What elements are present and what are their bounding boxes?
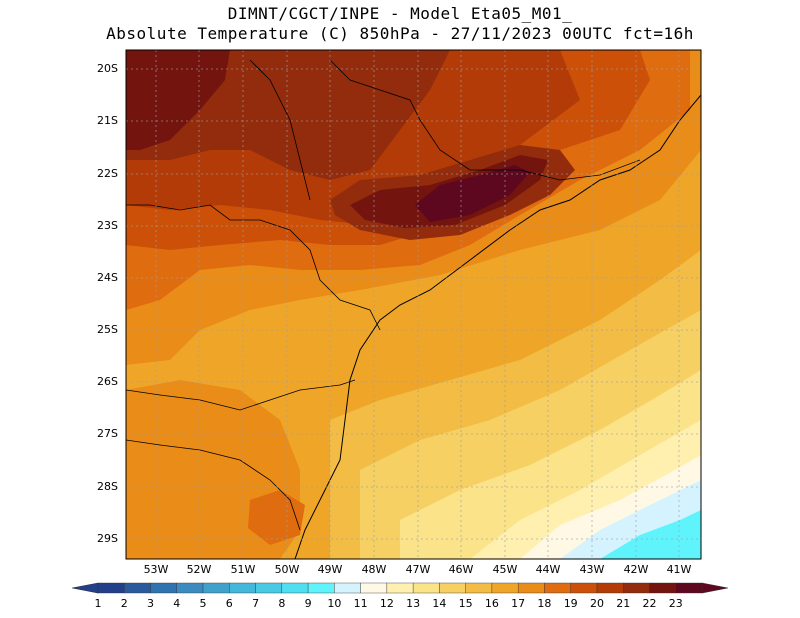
lat-label: 28S (97, 480, 118, 493)
lat-label: 26S (97, 375, 118, 388)
colorbar-swatch (386, 582, 414, 594)
colorbar-swatch (517, 582, 545, 594)
colorbar-swatch (360, 582, 388, 594)
lon-label: 47W (405, 563, 431, 576)
colorbar-swatch (229, 582, 256, 594)
colorbar-label: 7 (252, 597, 260, 610)
lon-label: 48W (361, 563, 387, 576)
colorbar-swatch (124, 582, 151, 594)
lon-label: 42W (623, 563, 649, 576)
colorbar-label: 10 (327, 597, 342, 610)
colorbar-label: 6 (225, 597, 233, 610)
lat-label: 25S (97, 323, 118, 336)
lon-label: 50W (274, 563, 300, 576)
colorbar-swatch (623, 582, 650, 594)
colorbar-swatch (412, 582, 440, 594)
colorbar-swatch (255, 582, 283, 594)
colorbar-label: 11 (353, 597, 368, 610)
colorbar-swatch (150, 582, 177, 594)
colorbar-label: 19 (563, 597, 578, 610)
colorbar (71, 582, 729, 594)
colorbar-label: 18 (537, 597, 552, 610)
colorbar-label: 4 (173, 597, 181, 610)
colorbar-label: 5 (199, 597, 207, 610)
lon-label: 51W (230, 563, 256, 576)
colorbar-label: 17 (511, 597, 526, 610)
colorbar-label: 14 (432, 597, 447, 610)
lat-label: 20S (97, 62, 118, 75)
colorbar-label: 23 (668, 597, 683, 610)
colorbar-swatch (97, 582, 125, 594)
colorbar-label: 12 (379, 597, 394, 610)
lat-label: 23S (97, 219, 118, 232)
colorbar-label: 2 (120, 597, 128, 610)
colorbar-swatch (596, 582, 624, 594)
colorbar-label: 20 (589, 597, 604, 610)
title-line-1: DIMNT/CGCT/INPE - Model Eta05_M01_ (227, 4, 573, 23)
temperature-field (126, 50, 701, 559)
colorbar-swatch (570, 582, 598, 594)
lat-label: 22S (97, 167, 118, 180)
colorbar-swatch (176, 582, 204, 594)
plot-frame (125, 49, 702, 560)
lon-label: 44W (535, 563, 561, 576)
colorbar-swatch (649, 582, 676, 594)
colorbar-swatch (281, 582, 309, 594)
colorbar-swatch (202, 582, 230, 594)
colorbar-label: 1 (94, 597, 102, 610)
colorbar-label: 22 (642, 597, 657, 610)
lat-label: 21S (97, 114, 118, 127)
lon-label: 41W (666, 563, 692, 576)
colorbar-swatch (334, 582, 361, 594)
colorbar-label: 3 (147, 597, 155, 610)
lon-label: 53W (143, 563, 169, 576)
colorbar-label: 13 (406, 597, 421, 610)
lon-label: 45W (492, 563, 518, 576)
colorbar-label: 16 (484, 597, 499, 610)
lon-label: 43W (579, 563, 605, 576)
colorbar-swatch (439, 582, 466, 594)
title-line-2: Absolute Temperature (C) 850hPa - 27/11/… (106, 24, 694, 43)
colorbar-swatch (675, 582, 703, 594)
colorbar-label: 8 (278, 597, 286, 610)
colorbar-swatch (465, 582, 493, 594)
colorbar-swatch (491, 582, 519, 594)
lon-label: 52W (186, 563, 212, 576)
colorbar-label: 21 (616, 597, 631, 610)
colorbar-label: 9 (304, 597, 312, 610)
colorbar-label: 15 (458, 597, 473, 610)
lat-label: 24S (97, 271, 118, 284)
lat-label: 29S (97, 532, 118, 545)
lon-label: 49W (317, 563, 343, 576)
colorbar-swatch (544, 582, 571, 594)
lon-label: 46W (448, 563, 474, 576)
lat-label: 27S (97, 427, 118, 440)
colorbar-swatch (307, 582, 335, 594)
colorbar-arrow-high (701, 582, 729, 594)
colorbar-arrow-low (71, 582, 99, 594)
